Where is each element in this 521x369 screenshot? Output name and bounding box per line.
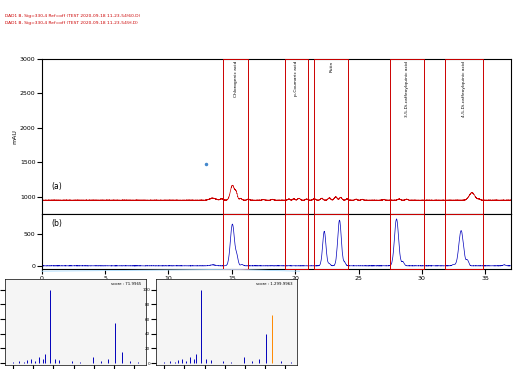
- Bar: [285, 214, 308, 269]
- Text: score : 1.299.9963: score : 1.299.9963: [256, 282, 293, 286]
- Text: DAD1 B, Sig=330,4 Ref=off (TEST 2020-09-18 11-23-54\60.D): DAD1 B, Sig=330,4 Ref=off (TEST 2020-09-…: [5, 14, 140, 18]
- Text: DAD1 B, Sig=330,4 Ref=off (TEST 2020-09-18 11-23-54\H.D): DAD1 B, Sig=330,4 Ref=off (TEST 2020-09-…: [5, 21, 138, 25]
- Text: Chlorogenic acid: Chlorogenic acid: [233, 61, 238, 97]
- Bar: [445, 59, 482, 214]
- Text: score : 71.9965: score : 71.9965: [111, 282, 142, 286]
- Bar: [285, 59, 308, 214]
- Y-axis label: mAU: mAU: [12, 129, 17, 144]
- Text: 3,5-Di-caffeoylquinic acid: 3,5-Di-caffeoylquinic acid: [405, 61, 410, 117]
- Bar: [445, 214, 482, 269]
- Bar: [390, 59, 425, 214]
- Text: p-Coumaric acid: p-Coumaric acid: [294, 61, 299, 96]
- Text: 4,5-Di-caffeoylquinic acid: 4,5-Di-caffeoylquinic acid: [462, 61, 466, 117]
- Text: (a): (a): [51, 182, 62, 191]
- X-axis label: min: min: [270, 282, 282, 287]
- Bar: [314, 214, 349, 269]
- Bar: [314, 59, 349, 214]
- Bar: [390, 214, 425, 269]
- Bar: [223, 214, 248, 269]
- Bar: [223, 59, 248, 214]
- Text: (b): (b): [51, 219, 62, 228]
- Text: Rutin: Rutin: [329, 61, 333, 72]
